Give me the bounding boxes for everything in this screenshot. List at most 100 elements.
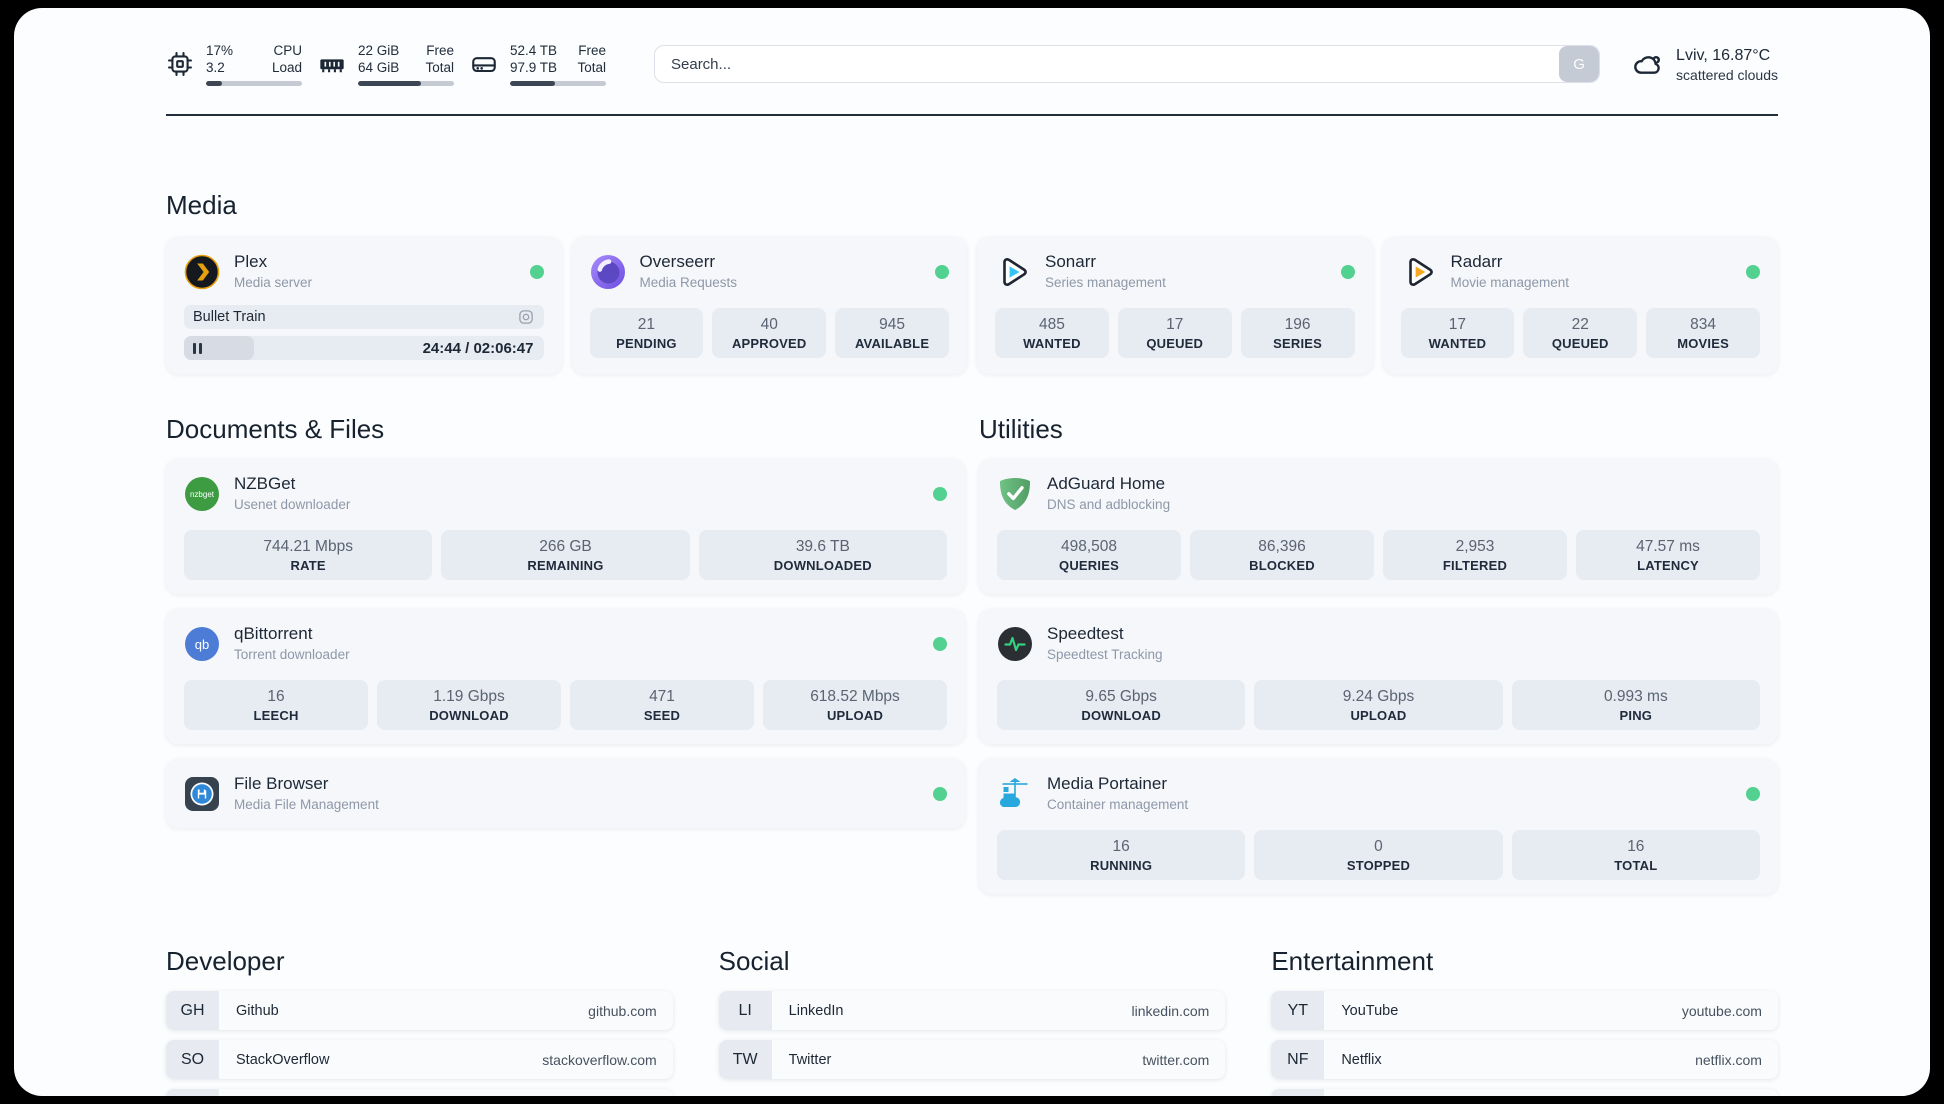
app-title: Media Portainer	[1047, 774, 1168, 793]
now-playing-title: Bullet Train	[193, 309, 266, 325]
sonarr-icon	[1003, 257, 1027, 286]
search-bar: G	[654, 45, 1601, 83]
stat-tile: 485 WANTED	[995, 308, 1109, 358]
bookmark-github[interactable]: GH Github github.com	[166, 991, 673, 1030]
svg-text:qb: qb	[195, 637, 209, 652]
bookmark-abbr: LI	[718, 991, 772, 1030]
session-video-icon	[518, 310, 533, 324]
bookmark-abbr: GH	[166, 991, 219, 1030]
plex-icon	[184, 254, 220, 289]
memory-stat: 22 GiB 64 GiB Free Total	[318, 42, 454, 86]
bookmark-name: StackOverflow	[236, 1051, 330, 1068]
qbittorrent-icon: qb	[185, 626, 219, 661]
app-card-plex[interactable]: Plex Media server Bullet Train 24:44 / 0	[166, 237, 562, 374]
app-title: Plex	[234, 252, 268, 271]
bookmark-url: twitter.com	[1142, 1051, 1210, 1068]
app-card-adguard[interactable]: AdGuard Home DNS and adblocking 498,508 …	[979, 459, 1778, 594]
app-title: Radarr	[1450, 252, 1503, 271]
section-title-utilities: Utilities	[979, 414, 1063, 444]
documents-column: Documents & Files nzbget NZBGet Usenet d…	[166, 414, 965, 828]
app-card-filebrowser[interactable]: File Browser Media File Management	[166, 759, 965, 828]
bookmark-url: linkedin.com	[1131, 1002, 1210, 1019]
app-card-qbittorrent[interactable]: qb qBittorrent Torrent downloader 16	[166, 609, 965, 744]
stat-tile: 17 WANTED	[1400, 308, 1515, 358]
stat-tile: 16 TOTAL	[1511, 830, 1760, 880]
app-card-speedtest[interactable]: Speedtest Speedtest Tracking 9.65 Gbps D…	[979, 609, 1778, 744]
status-dot-online	[933, 786, 947, 801]
bookmark-reddit[interactable]: RE Reddit reddit.com	[1271, 1089, 1778, 1096]
disk-free-label: Free	[578, 43, 606, 58]
cloud-icon	[1634, 56, 1660, 74]
search-engine-button[interactable]: G	[1559, 46, 1600, 82]
stat-tile: 39.6 TB DOWNLOADED	[698, 530, 947, 580]
bookmark-abbr: NF	[1271, 1040, 1325, 1079]
status-dot-online	[1340, 264, 1355, 279]
stat-tile: 47.57 ms LATENCY	[1576, 530, 1760, 580]
section-title-developer: Developer	[166, 946, 285, 976]
portainer-icon	[999, 777, 1028, 807]
bookmark-group-developer: Developer GH Github github.com SO StackO…	[166, 946, 673, 1096]
bookmark-url: github.com	[588, 1002, 657, 1019]
bookmark-youtube[interactable]: YT YouTube youtube.com	[1271, 991, 1778, 1030]
app-card-radarr[interactable]: Radarr Movie management 17 WANTED 22 QUE…	[1382, 237, 1778, 374]
app-title: Sonarr	[1045, 252, 1097, 271]
bookmark-abbr: SO	[166, 1040, 219, 1079]
bookmark-linkedin[interactable]: LI LinkedIn linkedin.com	[718, 991, 1226, 1030]
app-subtitle: Series management	[1045, 275, 1166, 290]
app-subtitle: DNS and adblocking	[1047, 497, 1171, 512]
topbar-divider	[166, 114, 1778, 116]
cpu-load-label: Load	[271, 60, 302, 75]
app-subtitle: Media File Management	[234, 797, 379, 812]
dashboard-page: 17% 3.2 CPU Load	[14, 8, 1930, 1096]
app-subtitle: Media server	[234, 275, 313, 290]
stat-tile: 498,508 QUERIES	[997, 530, 1181, 580]
app-title: Speedtest	[1047, 624, 1124, 643]
stat-tile: 22 QUEUED	[1523, 308, 1638, 358]
bookmark-twitter[interactable]: TW Twitter twitter.com	[718, 1040, 1226, 1079]
section-title-entertainment: Entertainment	[1271, 946, 1434, 976]
stat-tile: 0 STOPPED	[1254, 830, 1503, 880]
section-title-media: Media	[166, 190, 237, 220]
disk-stat: 52.4 TB 97.9 TB Free Total	[470, 42, 606, 86]
status-dot-online	[935, 264, 949, 279]
radarr-icon	[1408, 257, 1433, 286]
stat-tile: 16 RUNNING	[997, 830, 1246, 880]
filebrowser-icon	[185, 776, 219, 811]
app-card-portainer[interactable]: Media Portainer Container management 16 …	[979, 759, 1778, 894]
app-card-nzbget[interactable]: nzbget NZBGet Usenet downloader 744.21 M…	[166, 459, 965, 594]
app-title: Overseerr	[639, 252, 716, 271]
stat-tile: 9.65 Gbps DOWNLOAD	[997, 680, 1246, 730]
bookmark-url: stackoverflow.com	[542, 1051, 657, 1068]
app-title: NZBGet	[234, 474, 296, 493]
top-bar: 17% 3.2 CPU Load	[166, 8, 1778, 86]
stat-tile: 744.21 Mbps RATE	[184, 530, 433, 580]
svg-text:nzbget: nzbget	[190, 489, 215, 498]
stat-tile: 9.24 Gbps UPLOAD	[1254, 680, 1503, 730]
stat-tile: 945 AVAILABLE	[835, 308, 949, 358]
bookmark-name: LinkedIn	[788, 1002, 844, 1019]
disk-progress-bar	[510, 81, 606, 86]
app-card-overseerr[interactable]: Overseerr Media Requests 21 PENDING 40 A…	[571, 237, 967, 374]
bookmark-dev[interactable]: DT DEV dev.to	[166, 1089, 673, 1096]
stat-tile: 86,396 BLOCKED	[1190, 530, 1374, 580]
app-card-sonarr[interactable]: Sonarr Series management 485 WANTED 17 Q…	[977, 237, 1373, 374]
search-input[interactable]	[655, 55, 1560, 73]
cpu-load-value: 3.2	[206, 60, 225, 75]
stat-tile: 2,953 FILTERED	[1383, 530, 1567, 580]
app-title: File Browser	[234, 774, 329, 793]
bookmark-stackoverflow[interactable]: SO StackOverflow stackoverflow.com	[166, 1040, 673, 1079]
app-subtitle: Movie management	[1450, 275, 1570, 290]
cpu-progress-bar	[206, 81, 302, 86]
pause-icon	[193, 342, 202, 354]
utilities-column: Utilities AdGuard Home	[979, 414, 1778, 894]
cpu-usage-label: CPU	[273, 43, 302, 58]
disk-icon	[472, 57, 496, 73]
playback-time: 24:44 / 02:06:47	[422, 339, 534, 357]
speedtest-icon	[998, 626, 1032, 661]
bookmark-abbr: DT	[166, 1089, 219, 1096]
media-grid: Plex Media server Bullet Train 24:44 / 0	[166, 237, 1778, 374]
bookmark-name: YouTube	[1341, 1002, 1399, 1019]
status-dot-online	[1746, 264, 1760, 279]
bookmark-netflix[interactable]: NF Netflix netflix.com	[1271, 1040, 1778, 1079]
stat-tile: 196 SERIES	[1240, 308, 1355, 358]
